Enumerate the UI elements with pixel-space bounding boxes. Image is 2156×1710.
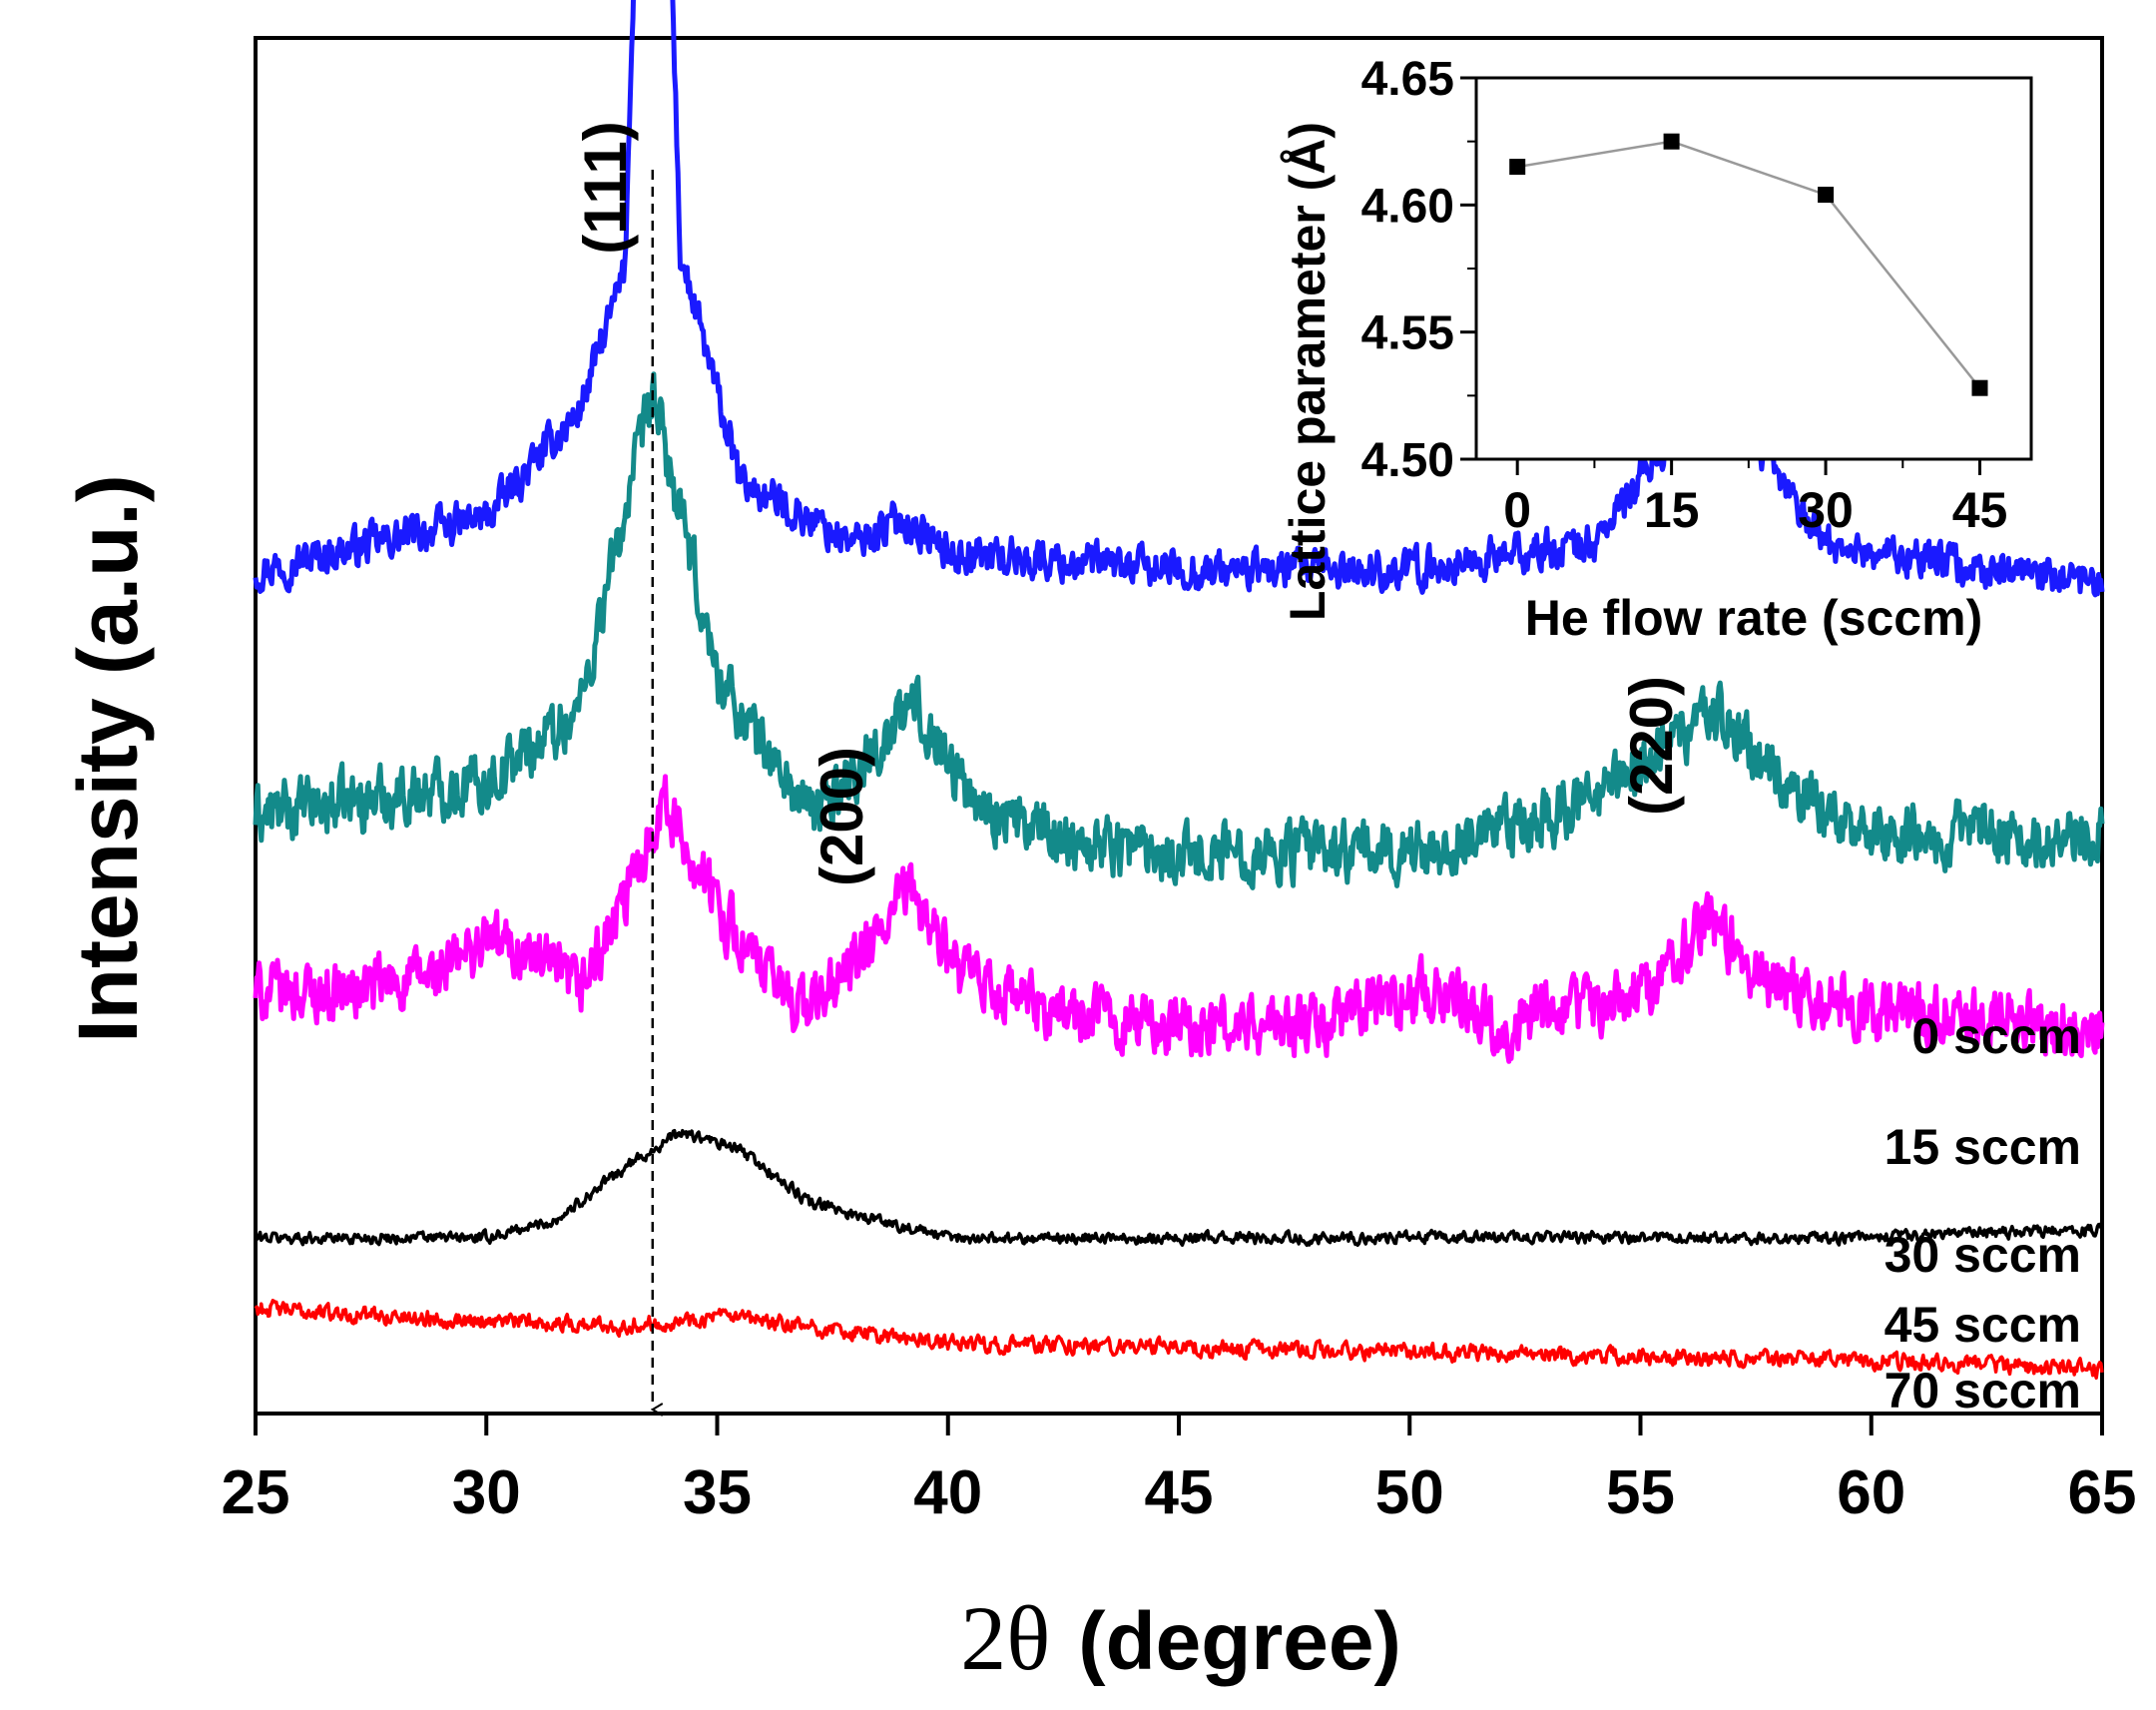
inset-points xyxy=(1509,133,1988,396)
x-axis-label-text: (degree) xyxy=(1078,1596,1401,1687)
peak-label-220: (220) xyxy=(1618,676,1685,816)
x-tick-label-40: 40 xyxy=(913,1458,982,1527)
inset-x-tick-label-0: 0 xyxy=(1503,482,1531,538)
x-tick-label-45: 45 xyxy=(1145,1458,1214,1527)
inset-point-15-sccm xyxy=(1663,133,1680,150)
y-axis-label: Intensity (a.u.) xyxy=(61,474,155,1042)
x-tick-label-30: 30 xyxy=(452,1458,521,1527)
series-layer xyxy=(253,0,2105,1381)
x-tick-label-35: 35 xyxy=(683,1458,752,1527)
inset-point-0-sccm xyxy=(1509,159,1526,176)
inset-x-tick-label-15: 15 xyxy=(1644,482,1700,538)
peak-label-111: (111) xyxy=(572,121,639,254)
series-line-0-sccm xyxy=(253,0,2105,598)
inset-connector-line xyxy=(1516,140,1981,389)
x-axis-ticks: 25 30 35 40 45 50 55 60 65 xyxy=(222,1414,2137,1527)
inset-x-axis-label: He flow rate (sccm) xyxy=(1525,590,1982,646)
series-label-30-sccm: 30 sccm xyxy=(1885,1227,2081,1283)
series-line-45-sccm xyxy=(254,1128,2104,1248)
x-tick-label-25: 25 xyxy=(222,1458,290,1527)
series-line-15-sccm xyxy=(253,371,2105,890)
inset-y-axis-label: Lattice parameter (Å) xyxy=(1280,122,1336,621)
inset-y-tick-label-4.50: 4.50 xyxy=(1361,434,1454,487)
inset-point-45-sccm xyxy=(1971,379,1988,396)
inset-x-tick-label-30: 30 xyxy=(1798,482,1854,538)
x-axis-label-symbol: 2θ xyxy=(960,1587,1050,1689)
x-tick-label-65: 65 xyxy=(2068,1458,2137,1527)
series-label-0-sccm: 0 sccm xyxy=(1911,1008,2081,1064)
x-tick-label-50: 50 xyxy=(1375,1458,1444,1527)
inset-point-30-sccm xyxy=(1818,187,1835,204)
inset-y-tick-label-4.55: 4.55 xyxy=(1361,307,1454,360)
inset-x-tick-label-45: 45 xyxy=(1952,482,2008,538)
inset-y-tick-label-4.60: 4.60 xyxy=(1361,180,1454,233)
x-tick-label-60: 60 xyxy=(1837,1458,1905,1527)
series-label-15-sccm: 15 sccm xyxy=(1885,1119,2081,1175)
peak-label-200: (200) xyxy=(808,747,875,886)
inset-ticks: 0 15 30 45 4.50 4.55 4.60 4.65 xyxy=(1361,53,2008,538)
x-tick-label-55: 55 xyxy=(1606,1458,1675,1527)
inset-y-tick-label-4.65: 4.65 xyxy=(1361,53,1454,106)
inset-chart: 0 15 30 45 4.50 4.55 4.60 4.65 He flow rate (sc… xyxy=(1280,53,2033,646)
series-label-45-sccm: 45 sccm xyxy=(1885,1297,2081,1353)
x-axis-label: 2θ (degree) xyxy=(960,1587,1401,1689)
inset-plot-frame xyxy=(1474,76,2033,461)
series-label-70-sccm: 70 sccm xyxy=(1885,1363,2081,1419)
series-line-70-sccm xyxy=(254,1299,2104,1381)
series-line-30-sccm xyxy=(253,774,2105,1064)
